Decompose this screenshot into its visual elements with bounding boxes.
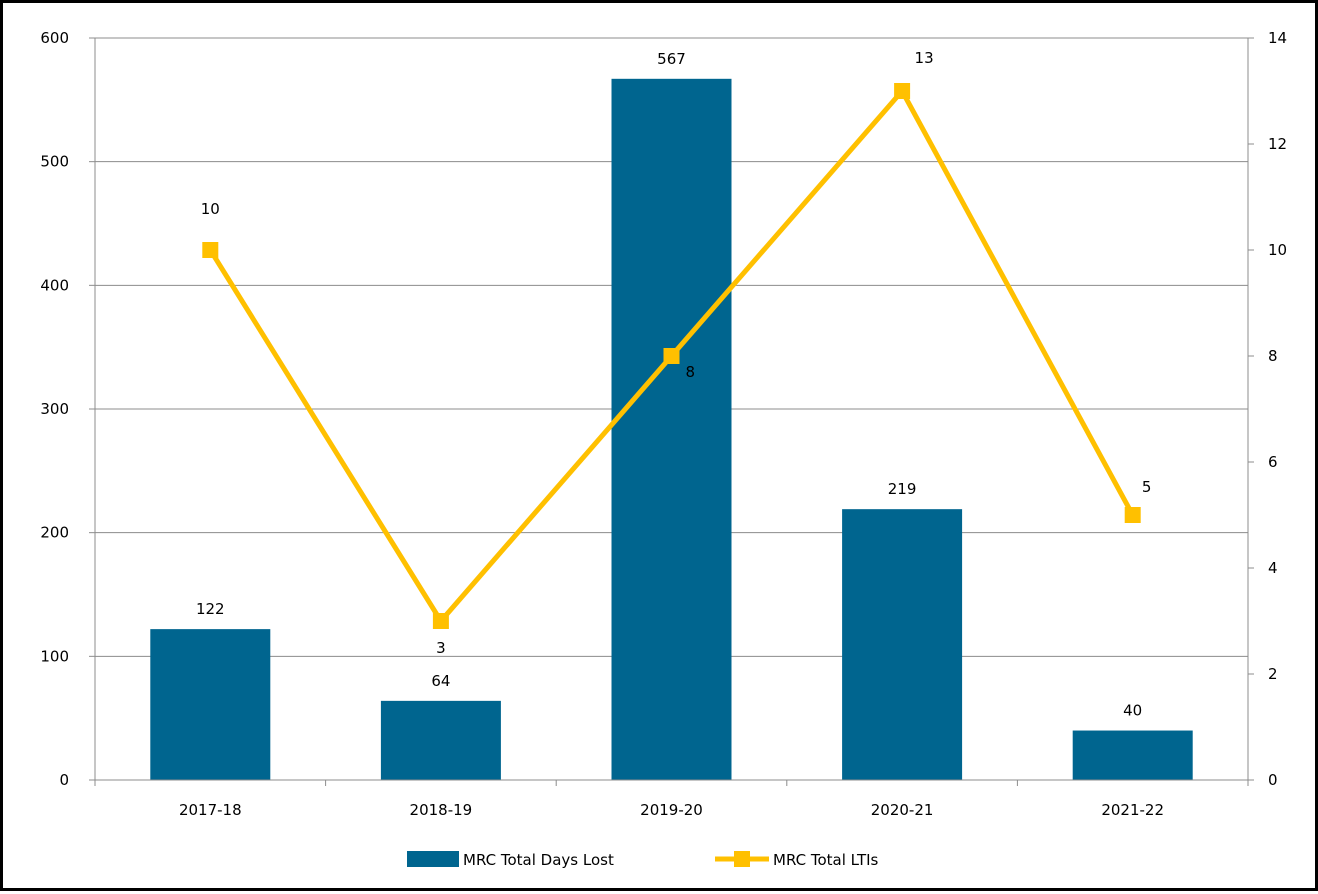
line-data-label: 10 xyxy=(201,200,220,218)
line-data-label: 3 xyxy=(436,639,446,657)
left-axis-tick-label: 600 xyxy=(40,29,69,47)
line-point-marker xyxy=(1124,507,1141,523)
left-axis-tick-label: 400 xyxy=(40,276,69,294)
line-data-label: 5 xyxy=(1142,478,1152,496)
line-data-label: 13 xyxy=(915,49,934,67)
line-point-marker xyxy=(432,613,449,629)
right-axis-tick-label: 10 xyxy=(1268,241,1287,259)
bar-data-label: 567 xyxy=(657,50,686,68)
x-axis-category-label: 2021-22 xyxy=(1101,801,1164,819)
combo-chart: 0 100 200 300 400 500 600 0 2 4 6 8 10 12 14 2017-18 201… xyxy=(40,29,1287,869)
legend-label-ltis: MRC Total LTIs xyxy=(773,851,879,869)
bar-series-days-lost xyxy=(150,78,1193,780)
x-axis-category-label: 2020-21 xyxy=(871,801,934,819)
bar-data-label: 40 xyxy=(1123,702,1142,720)
legend: MRC Total Days Lost MRC Total LTIs xyxy=(407,851,879,869)
legend-swatch-days-lost xyxy=(407,851,459,867)
bar-data-label: 64 xyxy=(431,672,450,690)
right-axis-tick-label: 0 xyxy=(1268,771,1278,789)
left-axis-tick-label: 0 xyxy=(59,771,69,789)
right-axis-tick-label: 8 xyxy=(1268,347,1278,365)
x-axis-category-label: 2019-20 xyxy=(640,801,703,819)
bar-data-label: 122 xyxy=(196,600,225,618)
left-axis-tick-label: 200 xyxy=(40,524,69,542)
x-axis-category-label: 2018-19 xyxy=(410,801,473,819)
x-axis-category-label: 2017-18 xyxy=(179,801,242,819)
right-axis-tick-label: 4 xyxy=(1268,559,1278,577)
axes: 0 100 200 300 400 500 600 0 2 4 6 8 10 12 14 2017-18 201… xyxy=(40,29,1287,819)
left-axis-tick-label: 300 xyxy=(40,400,69,418)
bar-data-label: 219 xyxy=(888,480,917,498)
right-axis-tick-label: 6 xyxy=(1268,453,1278,471)
line-point-marker xyxy=(663,348,680,364)
line-point-marker xyxy=(202,242,219,258)
legend-swatch-marker-ltis xyxy=(734,851,750,867)
right-axis-tick-label: 14 xyxy=(1268,29,1287,47)
bar xyxy=(380,700,501,780)
legend-label-days-lost: MRC Total Days Lost xyxy=(463,851,614,869)
right-axis-tick-label: 12 xyxy=(1268,135,1287,153)
left-axis-tick-label: 100 xyxy=(40,647,69,665)
bar xyxy=(842,509,963,780)
line-data-label: 8 xyxy=(686,363,696,381)
right-axis-tick-label: 2 xyxy=(1268,665,1278,683)
line-point-marker xyxy=(894,83,911,99)
bar xyxy=(611,78,732,780)
left-axis-tick-label: 500 xyxy=(40,153,69,171)
bar xyxy=(1072,730,1193,780)
data-labels: 122 64 567 219 40 10 3 8 13 5 xyxy=(196,49,1151,720)
line-series-ltis xyxy=(202,83,1141,629)
bar xyxy=(150,629,271,780)
